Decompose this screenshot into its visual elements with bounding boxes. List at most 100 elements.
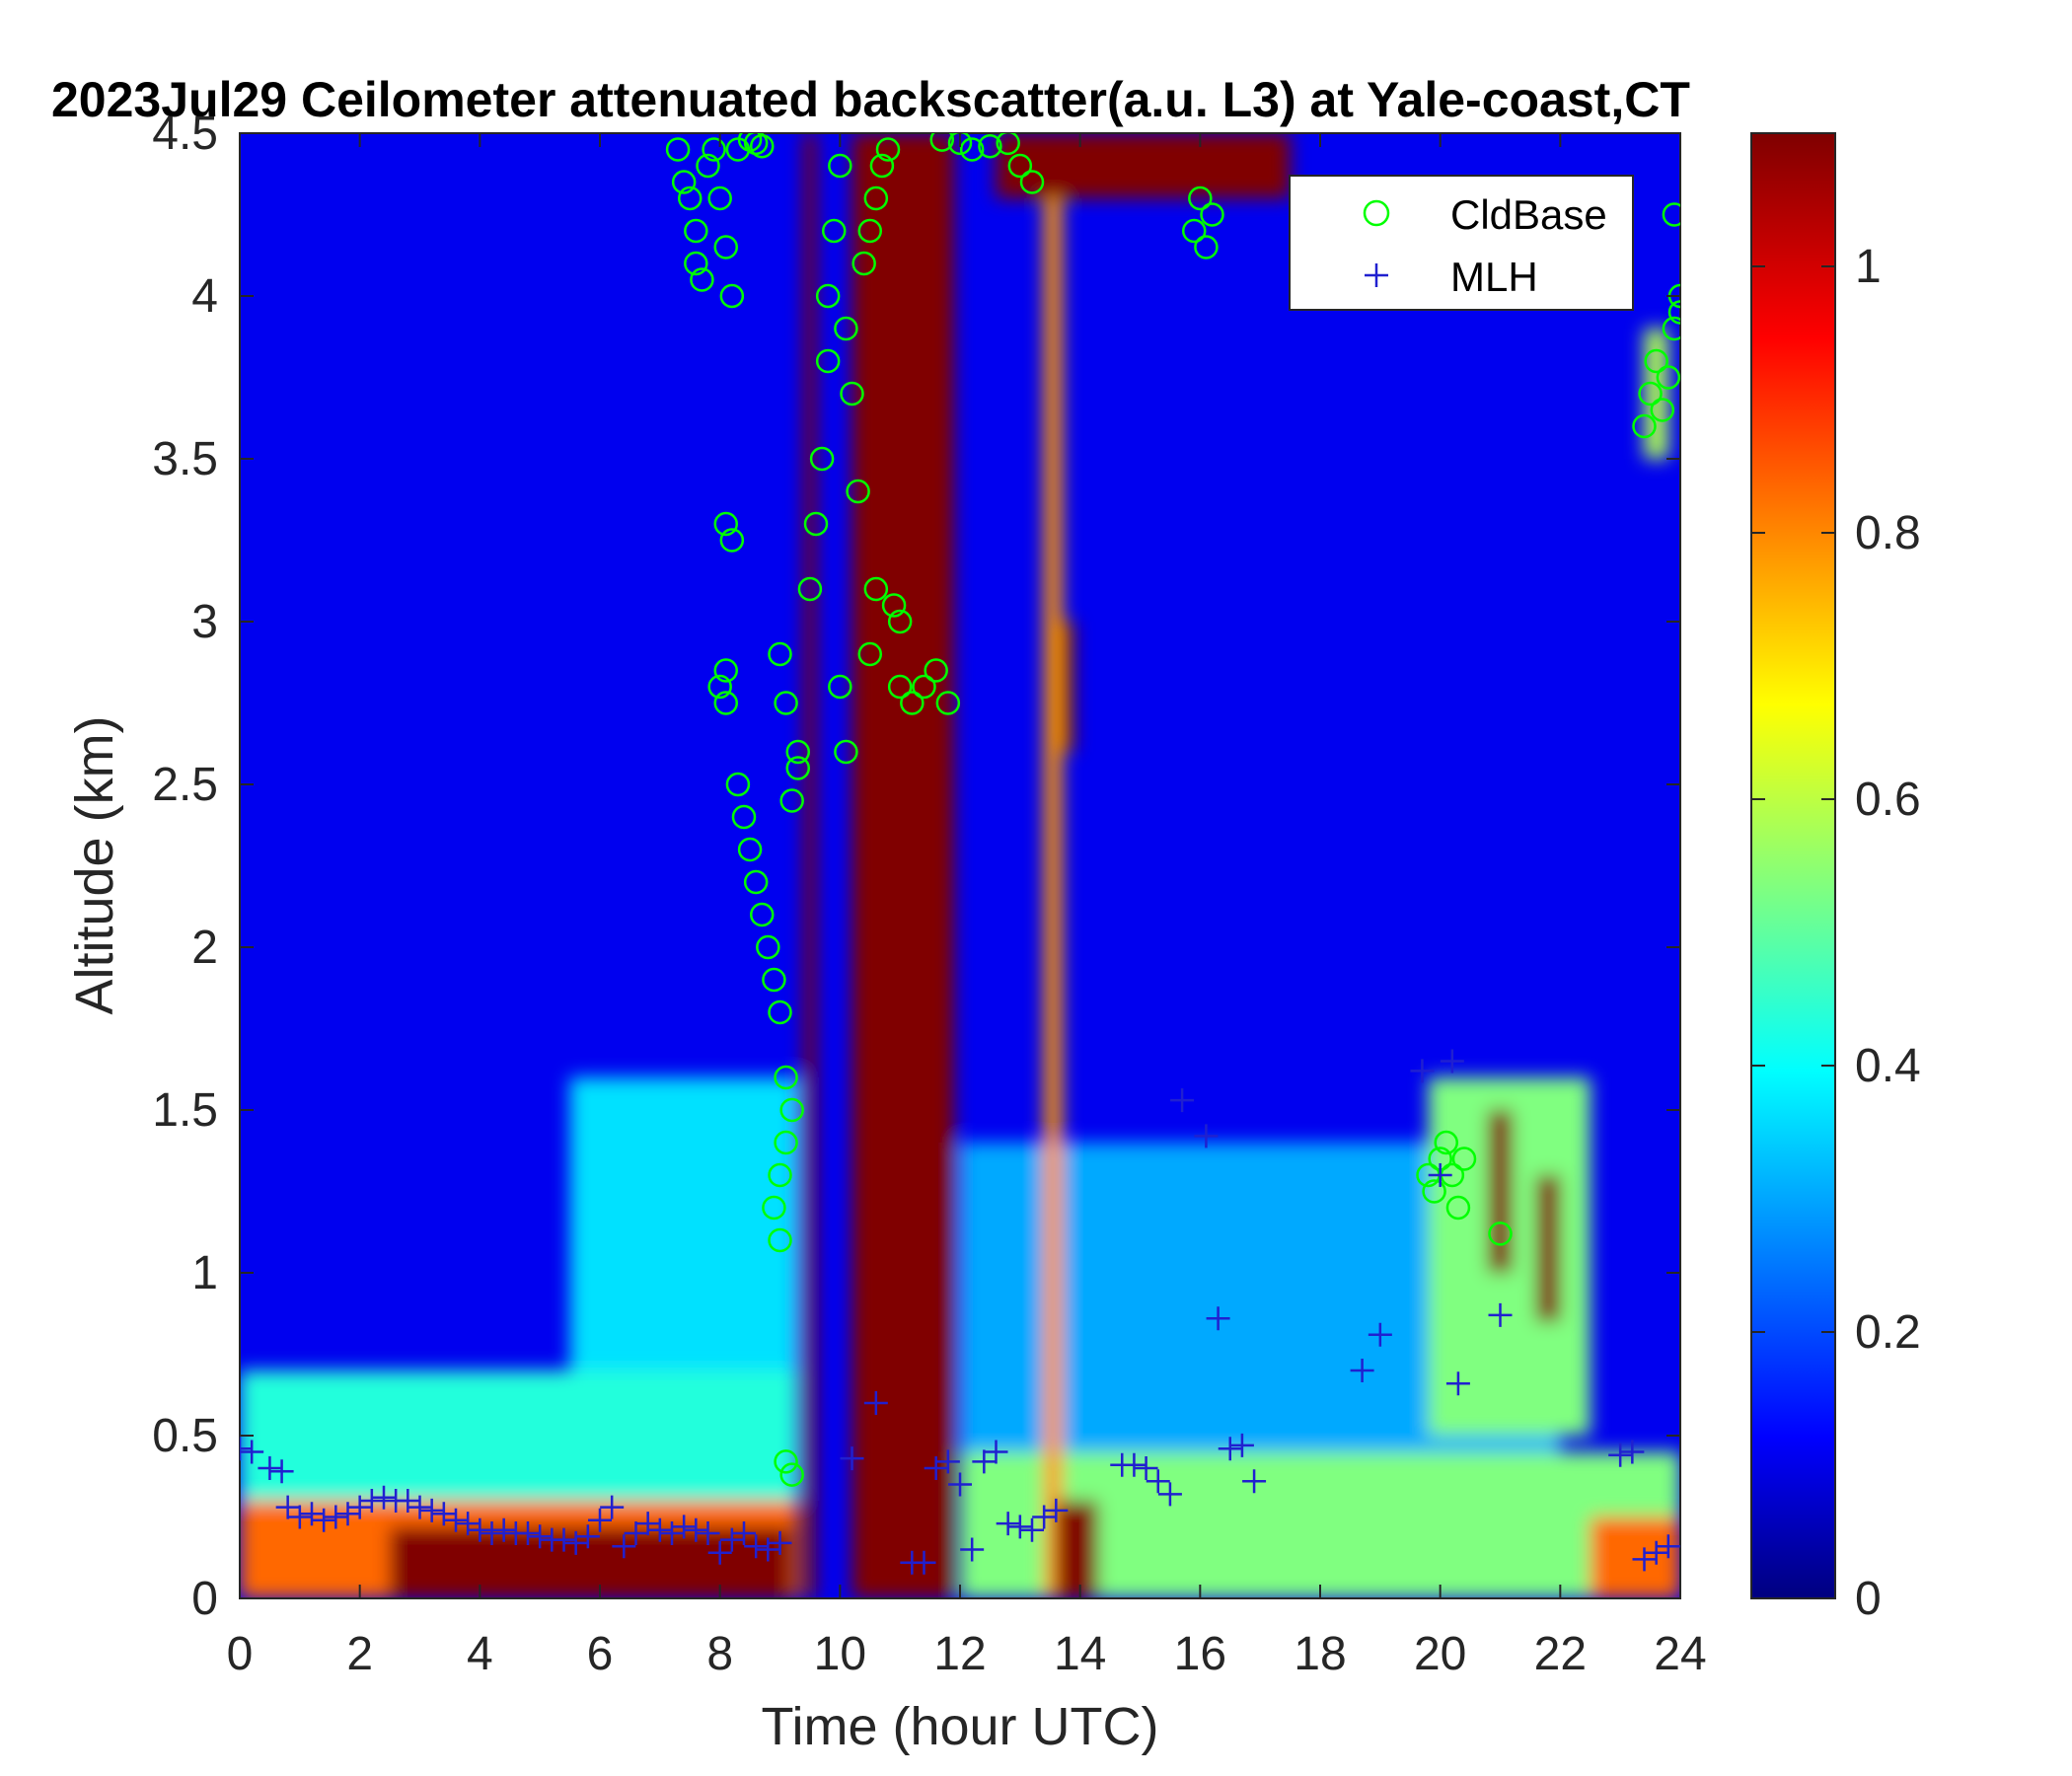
mlh-point [575,1524,600,1549]
y-axis-label: Altitude (km) [65,715,124,1014]
cldbase-point [846,479,870,504]
heatmap-feature [1488,1110,1513,1273]
mlh-point [347,1495,372,1519]
mlh-point [1044,1498,1069,1522]
mlh-point [1170,1088,1195,1113]
legend-cldbase-marker [1363,199,1390,227]
colorbar-tick-label: 0.2 [1855,1306,1921,1359]
cldbase-point [707,674,732,700]
mlh-point [552,1527,576,1552]
cldbase-point [750,133,775,159]
mlh-point [612,1534,636,1559]
cldbase-point [665,137,691,162]
cldbase-point [834,739,858,765]
y-tick-label: 0 [191,1573,218,1625]
mlh-point [1620,1440,1645,1464]
mlh-point [1206,1306,1230,1331]
cldbase-point [768,1162,792,1188]
cldbase-point [774,691,798,715]
cldbase-point [671,170,697,194]
heatmap-feature [996,133,1291,198]
mlh-point [407,1495,432,1519]
mlh-point [528,1524,553,1549]
x-tick-label: 16 [1174,1628,1226,1680]
y-axis: 0 0.5 1 1.5 2 2.5 3 3.5 4 4.5 [152,108,1680,1625]
cldbase-point [743,869,769,895]
y-tick-label: 0.5 [152,1410,218,1462]
cldbase-point [1451,1147,1477,1171]
cldbase-point [822,218,847,244]
cldbase-point [797,576,823,602]
mlh-point [672,1515,697,1539]
cldbase-point [768,999,792,1025]
mlh-point [684,1517,708,1542]
plot-area [240,133,1680,1598]
mlh-point [563,1530,588,1555]
mlh-point [840,1446,864,1471]
cldbase-point [713,511,738,537]
mlh-point [300,1502,324,1526]
mlh-point [600,1495,625,1519]
mlh-point [1368,1322,1392,1347]
mlh-point [312,1508,336,1532]
mlh-point [1440,1049,1464,1073]
y-tick-label: 4.5 [152,108,218,160]
mlh-point [696,1521,720,1545]
mlh-point [372,1485,396,1510]
cldbase-point [1194,235,1219,259]
x-tick-label: 22 [1534,1628,1587,1680]
legend-cldbase-label: CldBase [1450,191,1607,238]
cldbase-point [762,967,786,993]
cldbase-point [1656,365,1680,390]
cldbase-point [863,576,889,602]
legend-mlh-label: MLH [1450,254,1538,300]
cldbase-point [947,133,973,156]
mlh-point [396,1489,420,1513]
cldbase-point [684,251,708,276]
heatmap-feature [1536,1175,1561,1322]
cldbase-point [887,674,913,700]
cldbase-point [924,658,948,683]
cldbase-point [768,641,792,667]
mlh-point [1428,1163,1452,1187]
x-axis-label: Time (hour UTC) [761,1697,1158,1756]
heatmap-feature [803,133,816,1598]
mlh-point [1134,1456,1158,1480]
y-tick-label: 2.5 [152,759,218,811]
cldbase-point [707,185,732,211]
cldbase-point [1488,1221,1513,1246]
x-tick-label: 0 [227,1628,254,1680]
x-tick-label: 18 [1294,1628,1346,1680]
mlh-point [516,1521,540,1545]
cldbase-point [935,691,961,715]
x-tick-label: 24 [1654,1628,1706,1680]
cldbase-point [774,1065,798,1090]
cldbase-point [1667,300,1680,325]
legend: CldBase MLH [1289,175,1634,311]
heatmap-features [240,133,1680,1598]
mlh-point [1146,1469,1170,1494]
heatmap-feature [1056,1501,1098,1598]
mlh-point [1488,1302,1513,1327]
colorbar-ramp [1750,132,1836,1599]
cldbase-point [1019,170,1045,194]
mlh-point [948,1472,972,1497]
mlh-point [1157,1482,1182,1507]
mlh-point [1020,1517,1044,1542]
mlh-point [1007,1515,1032,1539]
mlh-point [960,1537,985,1562]
cldbase-point [900,691,925,715]
cldbase-point [1007,153,1033,179]
mlh-point [588,1508,612,1532]
colorbar: 0 0.2 0.4 0.6 0.8 1 [1750,132,1921,1625]
cldbase-point [815,348,841,374]
mlh-point [732,1521,756,1545]
mlh-point [984,1440,1008,1464]
x-tick-label: 2 [346,1628,373,1680]
mlh-point [335,1502,360,1526]
cldbase-point [678,185,703,211]
x-tick-label: 10 [814,1628,866,1680]
cldbase-point [912,674,936,700]
cldbase-point [1182,218,1207,244]
